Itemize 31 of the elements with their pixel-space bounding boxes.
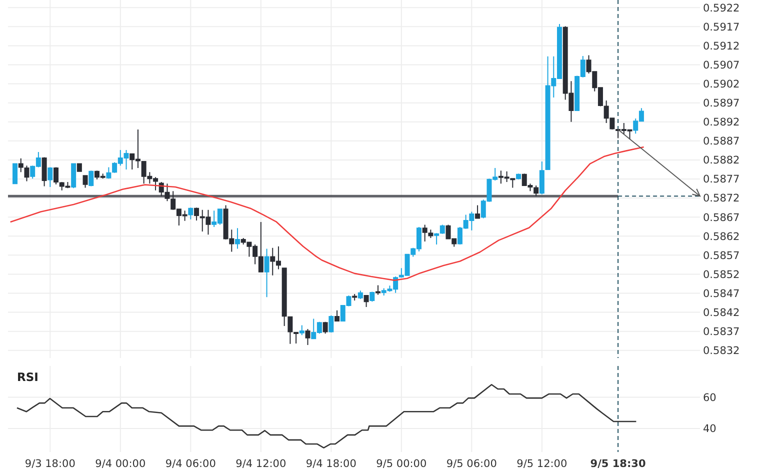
x-tick-label: 9/4 12:00 <box>236 458 286 470</box>
y-tick-label: 0.5917 <box>703 21 740 34</box>
y-tick-label: 0.5857 <box>703 250 740 262</box>
y-tick-label: 0.5907 <box>703 59 740 72</box>
chart-title: RSI <box>17 370 38 384</box>
y-tick-label: 0.5892 <box>703 116 740 129</box>
y-tick-label: 0.5922 <box>703 2 740 14</box>
y-tick-label: 0.5872 <box>703 192 740 205</box>
y-tick-label: 0.5832 <box>703 345 740 358</box>
y-tick-label: 0.5837 <box>703 326 740 338</box>
y-tick-label: 0.5867 <box>703 212 740 224</box>
y-tick-label: 0.5862 <box>703 230 740 243</box>
y-tick-label: 0.5842 <box>703 306 740 319</box>
x-tick-label: 9/4 00:00 <box>95 458 146 470</box>
y-tick-label: 0.5882 <box>703 154 740 167</box>
x-tick-label: 9/5 06:00 <box>446 458 497 470</box>
y-tick-label: 0.5912 <box>703 40 740 52</box>
y-tick-label: 0.5902 <box>703 78 740 90</box>
x-tick-label: 9/5 12:00 <box>516 458 568 470</box>
x-tick-label: 9/5 00:00 <box>376 458 427 470</box>
x-tick-label: 9/3 18:00 <box>24 458 76 470</box>
y-tick-label: 0.5887 <box>703 136 740 148</box>
y-tick-label: 0.5847 <box>703 288 740 300</box>
y-tick-label: 0.5852 <box>703 268 740 281</box>
y-tick-label: 40 <box>703 423 716 436</box>
y-tick-label: 60 <box>703 392 716 404</box>
y-tick-label: 0.5877 <box>703 174 740 186</box>
x-tick-label: 9/4 18:00 <box>306 458 356 470</box>
y-tick-label: 0.5897 <box>703 98 740 110</box>
x-tick-label: 9/4 06:00 <box>165 458 216 470</box>
x-tick-label: 9/5 18:30 <box>590 458 646 470</box>
